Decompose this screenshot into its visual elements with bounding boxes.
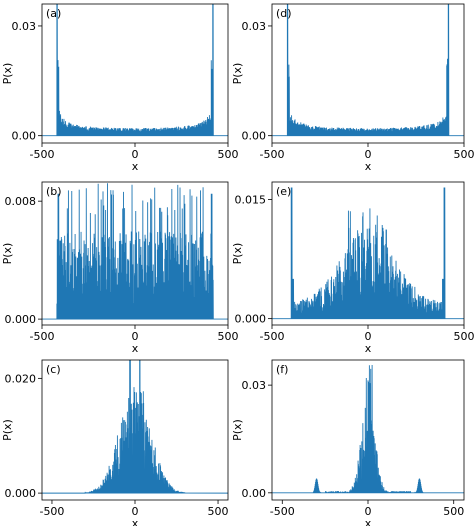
x-tick-label: 500 bbox=[218, 330, 239, 343]
x-axis-label: x bbox=[365, 160, 372, 173]
panel-label: (a) bbox=[46, 7, 61, 20]
plot-frame-d bbox=[272, 4, 464, 143]
x-tick-label: 500 bbox=[454, 330, 474, 343]
y-tick-label: 0.000 bbox=[235, 313, 267, 326]
x-axis-label: x bbox=[365, 342, 372, 355]
y-tick-label: 0.03 bbox=[242, 379, 267, 392]
y-tick-label: 0.00 bbox=[242, 487, 267, 500]
y-tick-label: 0.000 bbox=[5, 313, 37, 326]
x-axis-label: x bbox=[132, 517, 139, 526]
x-tick-label: -500 bbox=[270, 505, 295, 518]
panel-label: (b) bbox=[46, 185, 62, 198]
series-a bbox=[42, 4, 228, 136]
x-tick-label: -500 bbox=[39, 505, 64, 518]
y-axis-label: P(x) bbox=[1, 63, 14, 85]
y-axis-label: P(x) bbox=[231, 63, 244, 85]
x-tick-label: 500 bbox=[208, 505, 229, 518]
y-tick-label: 0.03 bbox=[242, 20, 267, 33]
series-e bbox=[272, 188, 464, 319]
x-axis-label: x bbox=[132, 342, 139, 355]
x-tick-label: 500 bbox=[454, 148, 474, 161]
panel-label: (f) bbox=[276, 363, 288, 376]
y-tick-label: 0.008 bbox=[5, 195, 37, 208]
panel-label: (e) bbox=[276, 185, 291, 198]
x-tick-label: -500 bbox=[260, 148, 285, 161]
y-axis-label: P(x) bbox=[231, 243, 244, 265]
x-tick-label: 500 bbox=[218, 148, 239, 161]
y-tick-label: 0.00 bbox=[12, 130, 37, 143]
y-tick-label: 0.015 bbox=[235, 193, 267, 206]
x-tick-label: -500 bbox=[260, 330, 285, 343]
y-axis-label: P(x) bbox=[231, 419, 244, 441]
series-c bbox=[42, 360, 228, 493]
y-axis-label: P(x) bbox=[1, 243, 14, 265]
x-tick-label: -500 bbox=[30, 148, 55, 161]
y-tick-label: 0.03 bbox=[12, 20, 37, 33]
series-d bbox=[272, 4, 464, 136]
series-b bbox=[42, 183, 228, 319]
x-axis-label: x bbox=[132, 160, 139, 173]
y-axis-label: P(x) bbox=[1, 419, 14, 441]
x-tick-label: -500 bbox=[30, 330, 55, 343]
series-f bbox=[272, 365, 464, 493]
y-tick-label: 0.000 bbox=[5, 487, 37, 500]
panel-label: (d) bbox=[276, 7, 292, 20]
x-axis-label: x bbox=[365, 517, 372, 526]
x-tick-label: 500 bbox=[443, 505, 464, 518]
panel-label: (c) bbox=[46, 363, 61, 376]
plot-frame-a bbox=[42, 4, 228, 143]
y-tick-label: 0.00 bbox=[242, 130, 267, 143]
y-tick-label: 0.020 bbox=[5, 372, 37, 385]
